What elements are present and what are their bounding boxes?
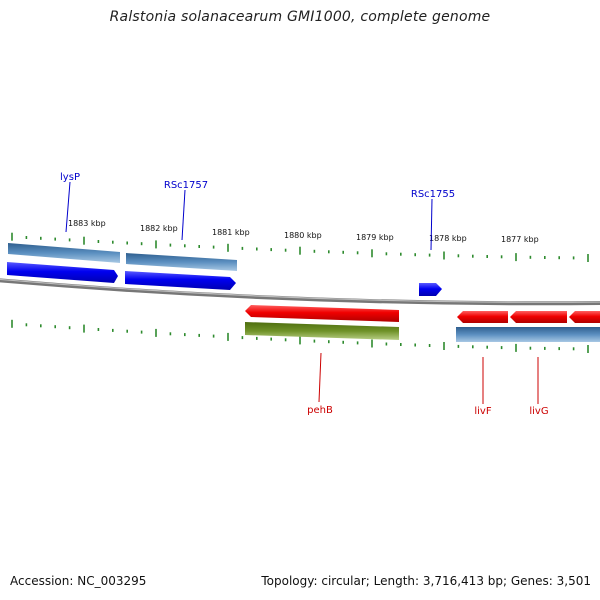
kbp-label-1880: 1880 kbp bbox=[284, 231, 322, 240]
leader-RSc1757 bbox=[181, 189, 186, 241]
gene-arrow-livG[interactable] bbox=[510, 311, 567, 323]
gene-arrow-pehB[interactable] bbox=[245, 305, 399, 322]
kbp-label-1878: 1878 kbp bbox=[429, 234, 467, 243]
gene-label-livG[interactable]: livG bbox=[529, 406, 548, 417]
leader-pehB bbox=[318, 352, 322, 403]
gene-arrow-lysP[interactable] bbox=[7, 262, 118, 283]
cds-bar-pehB[interactable] bbox=[245, 322, 399, 340]
gene-label-RSc1755[interactable]: RSc1755 bbox=[411, 189, 455, 200]
gene-arrow-RSc1755[interactable] bbox=[419, 283, 442, 296]
kbp-label-1883: 1883 kbp bbox=[68, 219, 106, 228]
gene-arrow-offscreen[interactable] bbox=[569, 311, 600, 323]
gene-arrow-livF[interactable] bbox=[457, 311, 508, 323]
kbp-label-1877: 1877 kbp bbox=[501, 235, 539, 244]
gene-arrow-RSc1757[interactable] bbox=[125, 271, 236, 290]
leader-lysP bbox=[65, 181, 71, 233]
tick-row-lower bbox=[11, 319, 589, 353]
kbp-label-1881: 1881 kbp bbox=[212, 228, 250, 237]
cds-bar-RSc1757[interactable] bbox=[126, 253, 237, 271]
genome-backbone bbox=[0, 278, 600, 306]
accession-text: Accession: NC_003295 bbox=[10, 574, 147, 588]
cds-bar-livF-livG[interactable] bbox=[456, 327, 600, 342]
map-title: Ralstonia solanacearum GMI1000, complete… bbox=[109, 9, 491, 25]
cds-bar-lysP[interactable] bbox=[8, 243, 120, 263]
gene-label-RSc1757[interactable]: RSc1757 bbox=[164, 180, 208, 191]
gene-label-pehB[interactable]: pehB bbox=[307, 405, 333, 416]
gene-label-lysP[interactable]: lysP bbox=[60, 172, 80, 183]
tick-row-upper bbox=[11, 232, 589, 262]
leader-RSc1755 bbox=[430, 198, 433, 251]
genome-summary-text: Topology: circular; Length: 3,716,413 bp… bbox=[261, 574, 591, 588]
gene-label-livF[interactable]: livF bbox=[474, 406, 491, 417]
genome-backbone-highlight bbox=[0, 278, 600, 303]
kbp-label-1882: 1882 kbp bbox=[140, 224, 178, 233]
kbp-labels: 1883 kbp 1882 kbp 1881 kbp 1880 kbp 1879… bbox=[68, 219, 539, 244]
kbp-label-1879: 1879 kbp bbox=[356, 233, 394, 242]
